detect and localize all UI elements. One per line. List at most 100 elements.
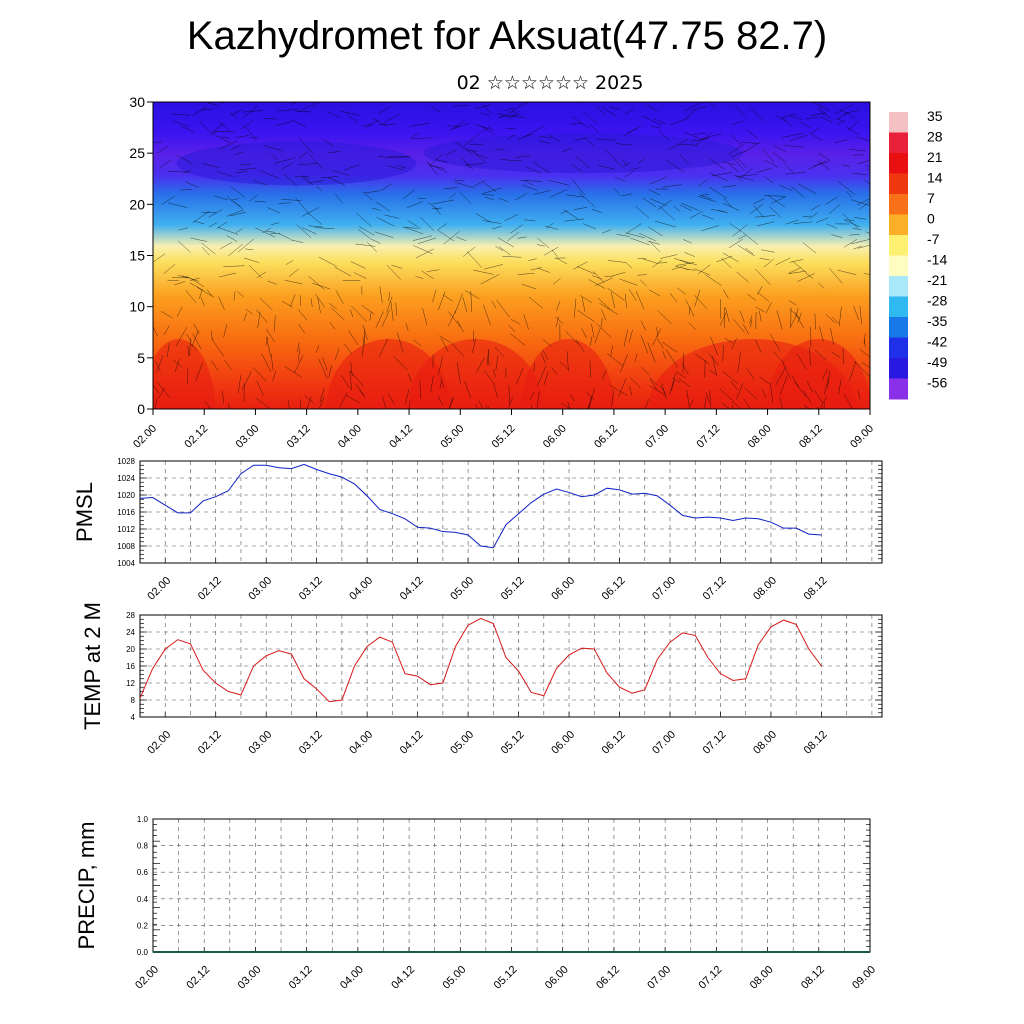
wind-streamline bbox=[709, 186, 728, 199]
x-tick-label: 02.12 bbox=[182, 423, 210, 451]
wind-streamline bbox=[218, 296, 225, 310]
wind-streamline bbox=[843, 110, 860, 114]
wind-streamline bbox=[593, 271, 605, 283]
wind-streamline bbox=[297, 105, 312, 113]
wind-streamline bbox=[853, 217, 867, 220]
wind-streamline bbox=[386, 165, 404, 171]
wind-streamline bbox=[217, 227, 239, 235]
wind-streamline bbox=[411, 132, 419, 139]
wind-streamline bbox=[471, 150, 487, 164]
wind-streamline bbox=[297, 309, 308, 321]
wind-streamline bbox=[571, 178, 586, 196]
x-tick-label: 05.12 bbox=[499, 729, 527, 757]
wind-streamline bbox=[536, 244, 545, 247]
wind-streamline bbox=[842, 164, 851, 167]
series-line bbox=[139, 617, 822, 703]
chart-subtitle: 02 ☆☆☆☆☆☆ 2025 bbox=[456, 72, 644, 94]
wind-streamline bbox=[628, 288, 637, 301]
wind-streamline bbox=[648, 289, 660, 296]
wind-streamline bbox=[647, 240, 661, 245]
wind-streamline bbox=[551, 367, 558, 376]
wind-streamline bbox=[853, 305, 859, 321]
wind-streamline bbox=[267, 280, 277, 285]
wind-streamline bbox=[298, 323, 305, 334]
wind-streamline bbox=[231, 144, 241, 150]
x-tick-label: 07.12 bbox=[697, 964, 725, 992]
wind-streamline bbox=[794, 381, 807, 398]
wind-streamline bbox=[537, 366, 546, 386]
wind-streamline bbox=[160, 311, 173, 319]
colorbar-label: 0 bbox=[927, 211, 935, 227]
wind-streamline bbox=[675, 262, 695, 266]
wind-streamline bbox=[544, 225, 559, 230]
wind-streamline bbox=[757, 291, 770, 302]
x-tick-label: 02.12 bbox=[184, 964, 212, 992]
wind-streamline bbox=[722, 371, 739, 384]
wind-streamline bbox=[537, 237, 550, 249]
wind-streamline bbox=[793, 221, 813, 224]
wind-streamline bbox=[482, 220, 501, 224]
wind-streamline bbox=[594, 327, 601, 344]
warm-cell bbox=[408, 339, 544, 409]
wind-streamline bbox=[843, 393, 853, 409]
y-tick-label: 4 bbox=[131, 713, 136, 722]
wind-streamline bbox=[220, 242, 233, 250]
wind-streamline bbox=[590, 336, 593, 346]
wind-streamline bbox=[601, 317, 603, 327]
wind-streamline bbox=[328, 365, 332, 378]
wind-streamline bbox=[170, 113, 191, 116]
x-tick-label: 06.12 bbox=[600, 575, 628, 603]
wind-streamline bbox=[317, 297, 321, 313]
wind-streamline bbox=[731, 338, 737, 350]
x-tick-label: 08.12 bbox=[802, 729, 830, 757]
wind-streamline bbox=[492, 226, 502, 230]
wind-streamline bbox=[259, 170, 280, 179]
colorbar-label: 14 bbox=[927, 170, 943, 186]
wind-streamline bbox=[427, 162, 448, 173]
wind-streamline bbox=[378, 123, 397, 125]
x-tick-label: 05.12 bbox=[492, 964, 520, 992]
wind-streamline bbox=[474, 104, 492, 110]
wind-streamline bbox=[296, 224, 312, 239]
wind-streamline bbox=[704, 397, 706, 409]
wind-streamline bbox=[735, 175, 743, 182]
wind-streamline bbox=[379, 106, 390, 114]
wind-streamline bbox=[483, 304, 491, 326]
wind-streamline bbox=[728, 239, 743, 249]
wind-streamline bbox=[409, 123, 430, 127]
wind-streamline bbox=[218, 122, 229, 130]
wind-streamline bbox=[849, 361, 857, 382]
x-tick-label: 03.00 bbox=[236, 964, 264, 992]
wind-streamline bbox=[263, 118, 278, 120]
wind-streamline bbox=[532, 161, 551, 174]
wind-streamline bbox=[819, 116, 833, 124]
wind-streamline bbox=[685, 109, 696, 119]
wind-streamline bbox=[302, 178, 313, 185]
wind-streamline bbox=[488, 406, 489, 409]
wind-streamline bbox=[226, 235, 238, 242]
wind-streamline bbox=[521, 283, 537, 290]
wind-streamline bbox=[366, 242, 377, 252]
colorbar-label: -7 bbox=[927, 231, 940, 247]
wind-streamline bbox=[853, 245, 862, 250]
y-tick-label: 1016 bbox=[117, 508, 135, 517]
wind-streamline bbox=[397, 155, 411, 158]
wind-streamline bbox=[779, 184, 793, 191]
wind-streamline bbox=[242, 105, 259, 119]
wind-streamline bbox=[865, 231, 870, 234]
wind-streamline bbox=[340, 375, 351, 390]
wind-streamline bbox=[599, 303, 618, 315]
wind-streamline bbox=[377, 156, 397, 159]
warm-cell bbox=[521, 339, 615, 409]
wind-streamline bbox=[755, 339, 762, 353]
wind-streamline bbox=[270, 354, 274, 371]
wind-streamline bbox=[494, 347, 505, 358]
wind-streamline bbox=[363, 325, 368, 341]
wind-streamline bbox=[355, 383, 364, 396]
wind-streamline bbox=[472, 180, 486, 187]
wind-streamline bbox=[785, 171, 806, 175]
wind-streamline bbox=[606, 353, 624, 367]
wind-streamline bbox=[355, 212, 372, 227]
wind-streamline bbox=[589, 124, 599, 133]
wind-streamline bbox=[531, 405, 533, 409]
